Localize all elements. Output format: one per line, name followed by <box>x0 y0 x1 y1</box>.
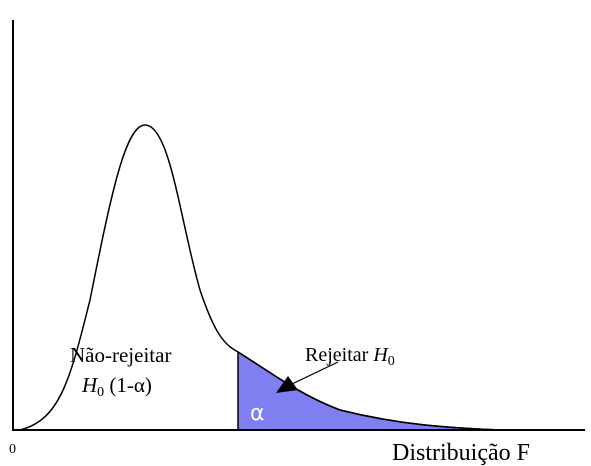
symbol: H <box>81 373 99 397</box>
alpha-label: α <box>250 401 265 426</box>
accept-label: Não-rejeitar <box>70 343 171 367</box>
arrow-head <box>276 376 298 393</box>
axis-label: Distribuição F <box>392 440 530 466</box>
accept-hypothesis: H0 (1-α) <box>81 373 152 400</box>
symbol: H <box>372 344 389 366</box>
subscript: 0 <box>97 385 104 400</box>
density-curve <box>19 124 501 431</box>
origin-label: 0 <box>9 442 16 457</box>
suffix: (1-α) <box>104 373 152 397</box>
reject-label: Rejeitar H0 <box>305 344 395 369</box>
arrow-line <box>291 361 339 385</box>
subscript: 0 <box>388 354 395 369</box>
reject-word: Rejeitar <box>305 344 373 366</box>
